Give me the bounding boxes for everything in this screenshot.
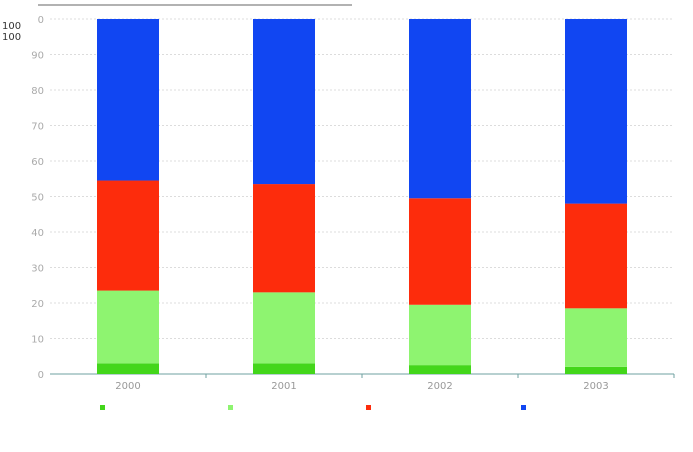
bar-segment [97,180,159,291]
bar-segment [97,19,159,181]
legend-row [228,405,363,410]
y-tick-label: 0 [38,370,44,381]
y-tick-label: 90 [31,51,44,62]
bar-segment [565,19,627,204]
legend-swatch [366,405,371,410]
y-tick-label: 80 [31,86,44,97]
bar-segment [409,365,471,374]
chart-plot: 01020304050607080901002000200120022003 [13,4,675,392]
bar-segment [253,19,315,185]
legend-item [521,405,656,410]
x-tick-label: 2001 [271,381,296,392]
x-tick-label: 2003 [583,381,608,392]
bar-segment [409,304,471,366]
bar-segment [97,290,159,364]
legend-swatch [521,405,526,410]
y-tick-label: 10 [31,335,44,346]
bar-segment [253,292,315,364]
legend-item [100,405,235,410]
bar-segment [409,198,471,305]
legend-row [521,405,656,410]
y-tick-label: 70 [31,122,44,133]
legend-swatch [100,405,105,410]
corner-label: 100 [2,32,22,43]
y-tick-label: 30 [31,264,44,275]
y-tick-label: 40 [31,228,44,239]
bar-segment [253,184,315,293]
x-tick-label: 2002 [427,381,452,392]
bar-segment [97,363,159,374]
bar-segment [565,203,627,309]
legend-item [228,405,363,410]
bar-segment [565,308,627,367]
legend-item [366,405,501,410]
y-tick-label: 20 [31,299,44,310]
legend [0,400,693,452]
legend-row [366,405,501,410]
y-tick-label: 60 [31,157,44,168]
x-tick-label: 2000 [115,381,140,392]
bar-segment [409,19,471,199]
corner-labels: 100 100 [0,0,38,43]
corner-label: 100 [2,21,22,32]
y-tick-label: 50 [31,193,44,204]
legend-swatch [228,405,233,410]
bar-segment [565,366,627,374]
bar-segment [253,363,315,374]
legend-row [100,405,235,410]
